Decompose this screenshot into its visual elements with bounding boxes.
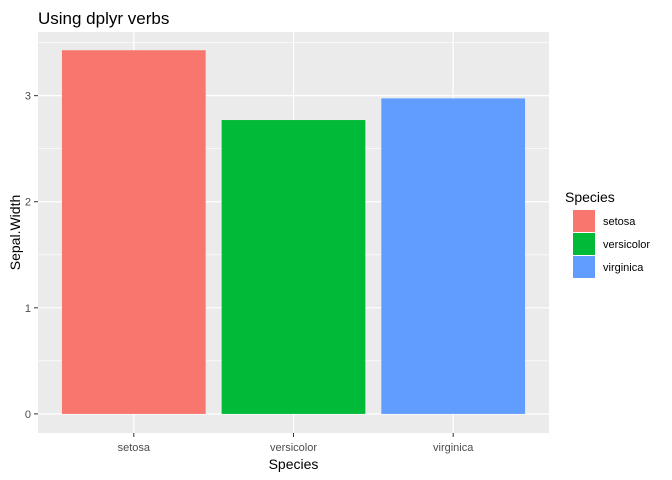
x-tick-label: setosa — [118, 442, 151, 454]
legend-key-virginica — [573, 256, 595, 278]
chart-title: Using dplyr verbs — [38, 9, 169, 28]
y-tick-label: 3 — [25, 91, 31, 103]
x-tick-label: virginica — [433, 442, 474, 454]
legend-label-setosa: setosa — [603, 216, 636, 228]
bar-setosa — [61, 50, 206, 414]
legend: Species setosa versicolor virginica — [565, 189, 650, 278]
legend-title: Species — [565, 189, 615, 205]
legend-key-setosa — [573, 210, 595, 232]
y-tick-label: 1 — [25, 303, 31, 315]
x-axis: setosa versicolor virginica — [118, 433, 474, 454]
bars — [61, 50, 526, 414]
legend-key-versicolor — [573, 233, 595, 255]
bar-virginica — [381, 98, 526, 414]
y-tick-label: 2 — [25, 197, 31, 209]
x-axis-title: Species — [269, 456, 319, 472]
y-tick-label: 0 — [25, 409, 31, 421]
legend-label-versicolor: versicolor — [603, 239, 650, 251]
bar-versicolor — [221, 120, 366, 414]
legend-label-virginica: virginica — [603, 262, 644, 274]
y-axis: 0 1 2 3 — [25, 91, 38, 421]
y-axis-title: Sepal.Width — [7, 195, 23, 270]
x-tick-label: versicolor — [270, 442, 317, 454]
